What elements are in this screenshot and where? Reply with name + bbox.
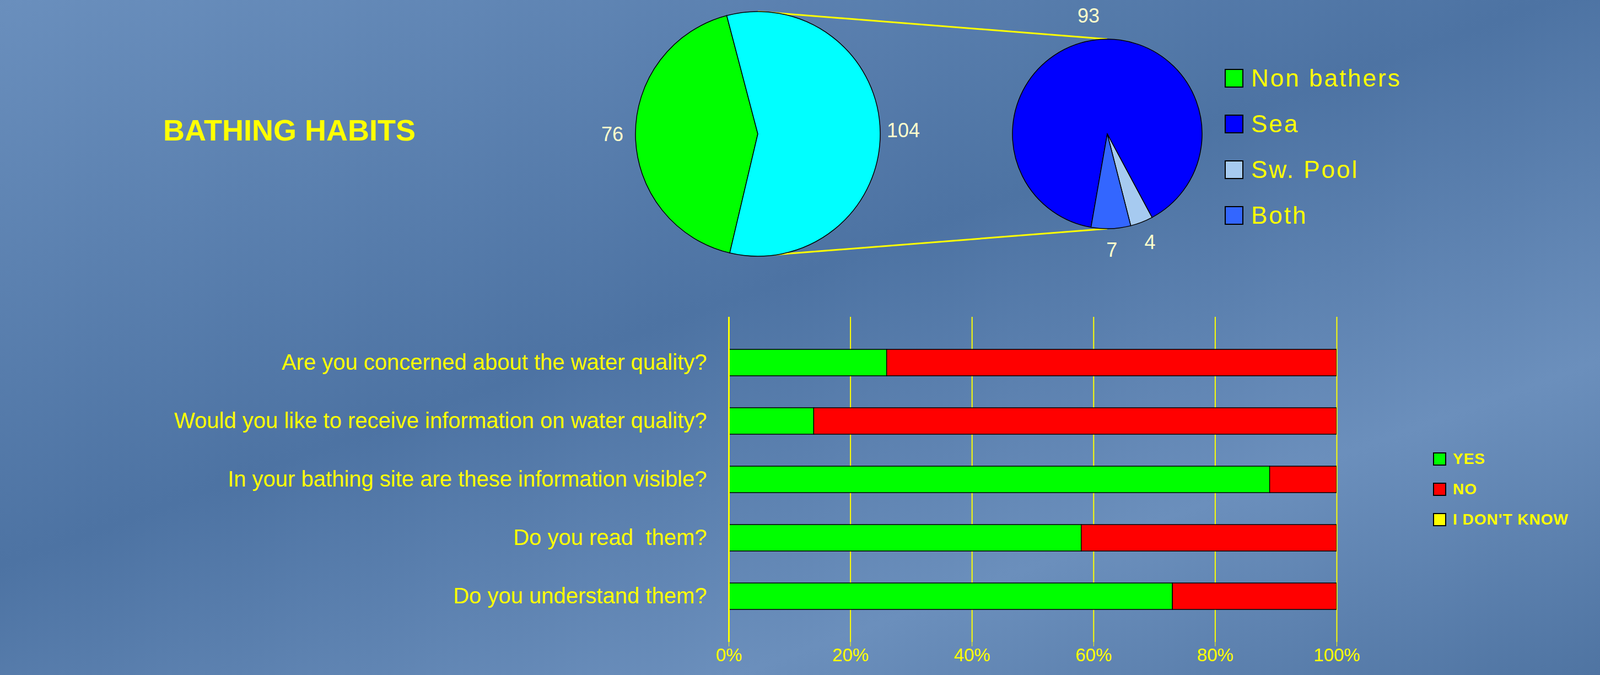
svg-text:40%: 40% [954, 644, 991, 666]
svg-text:76: 76 [601, 122, 624, 146]
html-text:Sea: Sea [1251, 109, 1300, 137]
svg-text:20%: 20% [832, 644, 869, 666]
html-text:BATHING HABITS: BATHING HABITS [163, 113, 416, 147]
svg-text:104: 104 [886, 119, 920, 142]
html-text:I DON'T KNOW: I DON'T KNOW [1452, 510, 1569, 528]
html-text:Sw. Pool: Sw. Pool [1251, 155, 1359, 183]
svg-text:Would you like to receive info: Would you like to receive information on… [174, 408, 707, 433]
html-text:Both: Both [1251, 201, 1308, 229]
svg-text:4: 4 [1144, 230, 1156, 254]
html-text:YES: YES [1452, 450, 1486, 468]
html-text:NO: NO [1452, 480, 1478, 498]
svg-text:Do you read them?: Do you read them? [513, 525, 707, 550]
svg-text:Are you concerned about the wa: Are you concerned about the water qualit… [281, 349, 708, 375]
svg-text:100%: 100% [1313, 644, 1360, 666]
svg-text:In your bathing site are these: In your bathing site are these informati… [227, 466, 707, 492]
html-text:Non bathers: Non bathers [1251, 64, 1402, 92]
svg-text:93: 93 [1077, 4, 1100, 28]
svg-text:80%: 80% [1197, 644, 1234, 666]
svg-text:0%: 0% [715, 644, 743, 666]
svg-text:60%: 60% [1075, 644, 1112, 666]
svg-text:Do you understand them?: Do you understand them? [453, 583, 707, 608]
svg-text:7: 7 [1106, 238, 1118, 262]
